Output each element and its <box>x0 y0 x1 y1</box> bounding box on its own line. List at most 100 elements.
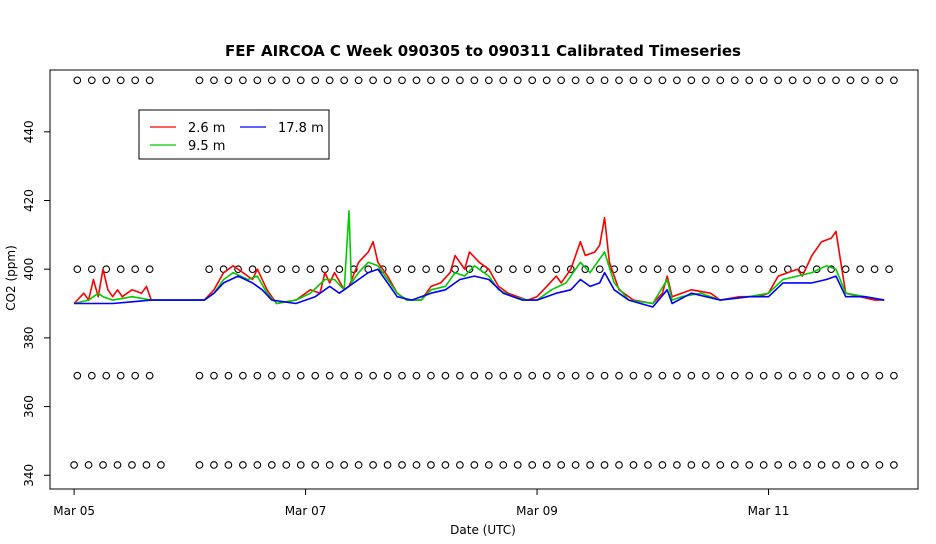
calibration-marker <box>673 371 681 380</box>
calibration-marker <box>494 265 503 274</box>
calibration-marker <box>740 265 749 274</box>
calibration-marker <box>629 461 638 469</box>
calibration-marker <box>600 461 609 469</box>
calibration-marker <box>499 371 508 380</box>
calibration-marker <box>890 76 898 85</box>
calibration-marker <box>335 265 344 274</box>
calibration-marker <box>687 371 696 380</box>
y-axis-label: CO2 (ppm) <box>4 245 18 311</box>
calibration-marker <box>325 371 334 380</box>
calibration-marker <box>769 265 778 274</box>
calibration-marker <box>557 76 566 85</box>
y-axis: 340 360 380 400 420 440 <box>22 120 50 487</box>
calibration-marker <box>456 76 464 85</box>
calibration-marker <box>499 76 508 85</box>
calibration-marker <box>595 265 604 274</box>
calibration-marker <box>856 265 864 274</box>
calibration-marker <box>755 265 763 274</box>
calibration-marker <box>600 371 609 380</box>
calibration-marker <box>296 461 305 469</box>
calibration-marker <box>267 76 276 85</box>
calibration-marker <box>484 461 493 469</box>
calibration-marker <box>832 371 840 380</box>
calibration-marker <box>282 371 291 380</box>
calibration-marker <box>296 371 305 380</box>
calibration-marker <box>890 461 898 469</box>
calibration-marker <box>832 461 840 469</box>
calibration-marker <box>759 371 768 380</box>
calibration-marker <box>716 461 725 469</box>
calibration-marker <box>102 371 111 380</box>
calibration-marker <box>644 461 652 469</box>
calibration-marker <box>586 371 594 380</box>
calibration-marker <box>87 371 96 380</box>
calibration-marker <box>470 371 479 380</box>
calibration-marker <box>846 461 855 469</box>
calibration-marker <box>697 265 705 274</box>
calibration-marker <box>195 371 204 380</box>
calibration-marker <box>369 371 377 380</box>
calibration-marker <box>412 461 421 469</box>
calibration-marker <box>145 265 154 274</box>
calibration-marker <box>87 76 96 85</box>
calibration-marker <box>832 76 840 85</box>
calibration-marker <box>571 461 580 469</box>
calibration-marker <box>745 371 754 380</box>
calibration-marker <box>658 76 667 85</box>
calibration-marker <box>306 265 315 274</box>
calibration-marker <box>116 371 125 380</box>
calibration-marker <box>875 76 884 85</box>
calibration-marker <box>263 265 271 274</box>
calibration-marker <box>615 76 623 85</box>
calibration-marker <box>542 461 551 469</box>
calibration-marker <box>145 76 154 85</box>
x-tick-label: Mar 07 <box>285 504 327 518</box>
calibration-marker <box>253 76 262 85</box>
calibration-marker <box>629 371 638 380</box>
calibration-marker <box>701 461 710 469</box>
calibration-marker <box>745 461 754 469</box>
legend-label: 17.8 m <box>278 121 324 136</box>
calibration-marker <box>239 371 247 380</box>
calibration-marker <box>774 461 783 469</box>
calibration-marker <box>142 461 151 469</box>
plot-frame <box>49 69 919 490</box>
calibration-marker <box>131 76 140 85</box>
calibration-marker <box>682 265 691 274</box>
calibration-marker <box>653 265 662 274</box>
calibration-marker <box>542 371 551 380</box>
calibration-marker <box>711 265 720 274</box>
calibration-marker <box>84 461 93 469</box>
y-tick-label: 380 <box>22 326 36 349</box>
calibration-marker <box>427 371 435 380</box>
calibration-marker <box>701 76 710 85</box>
calibration-marker <box>586 461 594 469</box>
calibration-marker <box>422 265 430 274</box>
calibration-marker <box>292 265 300 274</box>
calibration-marker <box>296 76 305 85</box>
calibration-marker <box>354 76 363 85</box>
calibration-marker <box>73 76 82 85</box>
calibration-marker <box>687 76 696 85</box>
calibration-marker <box>600 76 609 85</box>
calibration-marker <box>528 76 537 85</box>
legend-label: 9.5 m <box>188 139 225 154</box>
calibration-marker <box>456 461 464 469</box>
calibration-marker <box>716 76 725 85</box>
calibration-marker <box>340 461 349 469</box>
chart-title: FEF AIRCOA C Week 090305 to 090311 Calib… <box>225 42 741 60</box>
calibration-marker <box>528 371 537 380</box>
legend-box <box>138 109 330 160</box>
calibration-marker <box>557 461 566 469</box>
calibration-marker <box>451 265 459 274</box>
calibration-marker <box>513 461 522 469</box>
y-tick-label: 420 <box>22 189 36 212</box>
calibration-marker <box>658 371 667 380</box>
calibration-marker <box>730 461 739 469</box>
calibration-marker <box>788 461 797 469</box>
calibration-marker <box>509 265 517 274</box>
calibration-marker <box>340 371 349 380</box>
calibration-marker <box>369 76 377 85</box>
